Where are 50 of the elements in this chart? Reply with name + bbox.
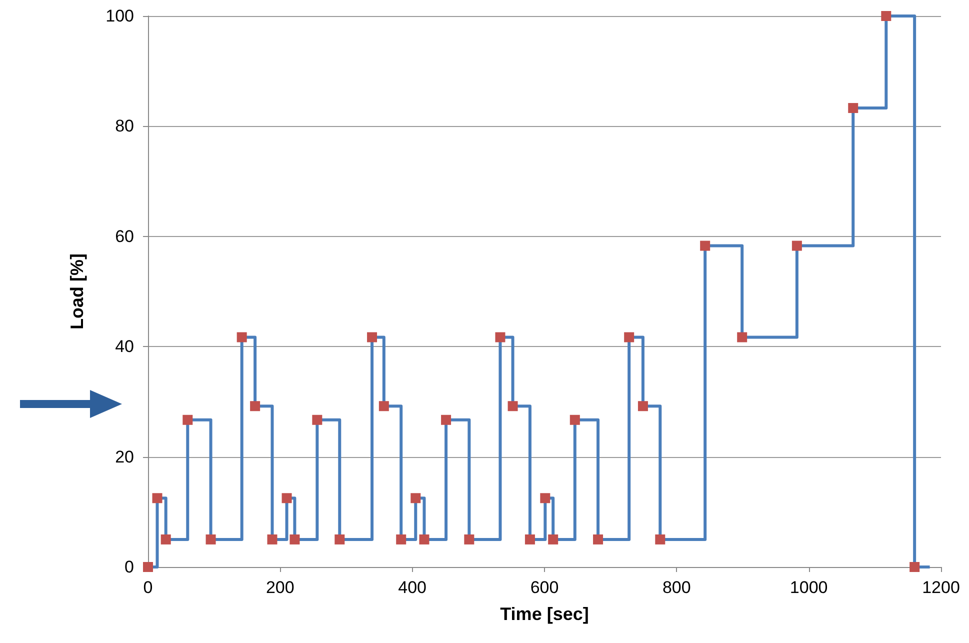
- point: [250, 401, 260, 412]
- point: [182, 414, 193, 425]
- point: [410, 493, 421, 504]
- point: [737, 332, 748, 342]
- point: [524, 534, 535, 544]
- y-tick-label: 40: [115, 337, 134, 356]
- x-axis-title: Time [sec]: [500, 604, 589, 624]
- point: [160, 534, 171, 544]
- point: [367, 332, 378, 342]
- point: [624, 332, 634, 342]
- point: [236, 332, 247, 342]
- y-tick-label: 80: [115, 116, 134, 136]
- point: [700, 240, 710, 251]
- point: [792, 240, 802, 251]
- point: [334, 534, 345, 544]
- x-tick-label: 800: [662, 578, 691, 597]
- point: [267, 534, 278, 544]
- point: [508, 401, 518, 412]
- point: [593, 534, 604, 544]
- x-tick-label: 1000: [790, 578, 828, 597]
- point: [655, 534, 666, 544]
- point: [638, 401, 648, 412]
- point: [282, 493, 292, 504]
- point: [441, 414, 452, 425]
- point: [206, 534, 216, 544]
- point: [540, 493, 550, 504]
- y-tick-label: 100: [106, 6, 134, 26]
- y-tick-label: 20: [115, 447, 134, 466]
- point: [290, 534, 300, 544]
- point: [548, 534, 558, 544]
- x-tick-label: 600: [530, 578, 559, 597]
- y-axis-title: Load [%]: [67, 254, 87, 330]
- y-tick-label: 60: [115, 226, 134, 246]
- x-tick-label: 200: [266, 578, 294, 597]
- y-tick-label: 0: [124, 558, 134, 576]
- point: [464, 534, 474, 544]
- point: [848, 103, 858, 114]
- point: [495, 332, 506, 342]
- point: [312, 414, 322, 425]
- point: [570, 414, 580, 425]
- point: [378, 401, 389, 412]
- point: [910, 562, 920, 572]
- point: [396, 534, 406, 544]
- point: [152, 493, 162, 504]
- point: [419, 534, 430, 544]
- point: [143, 562, 153, 572]
- point: [881, 11, 892, 21]
- x-tick-label: 1200: [922, 578, 960, 597]
- x-tick-label: 0: [143, 578, 153, 597]
- x-tick-label: 400: [398, 578, 427, 597]
